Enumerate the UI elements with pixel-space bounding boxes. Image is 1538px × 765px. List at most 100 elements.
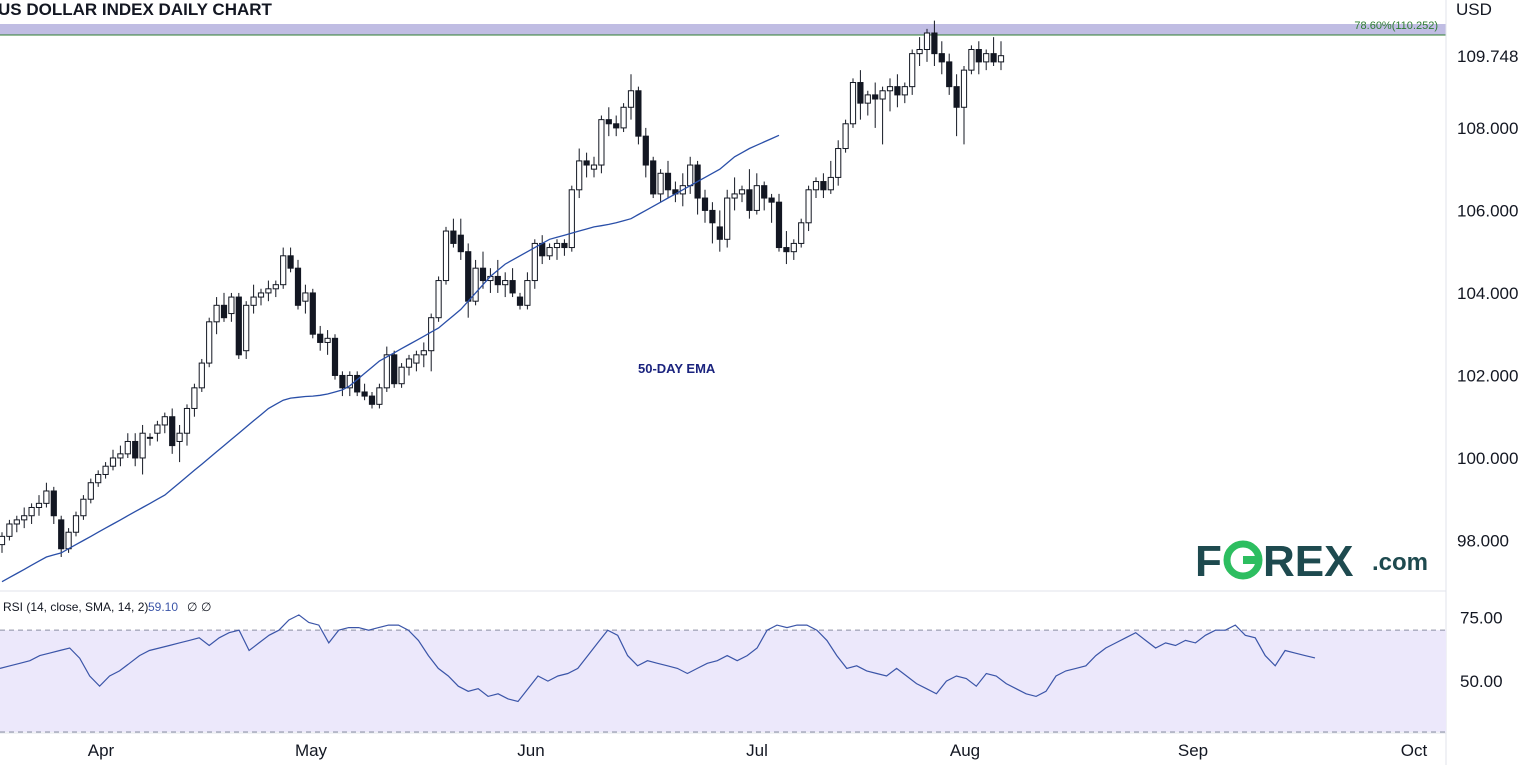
candle: [798, 218, 805, 248]
candle-body: [87, 482, 94, 500]
candle-body: [324, 337, 331, 343]
candle: [243, 301, 250, 359]
candle: [894, 74, 901, 108]
candle: [435, 276, 442, 322]
candle-body: [642, 135, 649, 166]
candle-body: [864, 94, 871, 104]
candle-body: [790, 242, 797, 253]
candle: [916, 37, 923, 67]
candle: [139, 424, 146, 475]
candle-body: [161, 416, 168, 426]
candle: [50, 486, 57, 524]
price-tick-label: 98.000: [1457, 531, 1509, 550]
candle: [775, 193, 783, 252]
candle-body: [235, 296, 242, 356]
candle: [13, 515, 20, 533]
candle-body: [139, 432, 146, 459]
candle-body: [198, 362, 205, 389]
candle: [354, 371, 361, 397]
candle-body: [886, 86, 894, 92]
candle: [509, 268, 516, 298]
candle-body: [213, 304, 220, 323]
candle-body: [605, 119, 612, 125]
candle: [820, 173, 827, 199]
candle-body: [339, 374, 346, 389]
candle-body: [420, 350, 427, 356]
candle: [539, 235, 546, 265]
candle-body: [35, 502, 43, 508]
candle-body: [95, 473, 102, 484]
candle-body: [50, 490, 57, 517]
forex-logo: F REX .com: [1195, 537, 1428, 586]
candle: [886, 78, 894, 112]
candle: [694, 160, 701, 215]
candle: [812, 177, 820, 199]
price-tick-label: 106.000: [1457, 201, 1518, 220]
current-price-label: 109.748: [1457, 47, 1518, 66]
candle-body: [842, 123, 849, 150]
candle: [790, 239, 797, 260]
candle: [280, 247, 287, 289]
candle: [58, 515, 65, 557]
candle: [442, 226, 450, 285]
candle-body: [968, 49, 975, 71]
ema-line: [1, 134, 780, 583]
price-axis-ticks: 98.000 100.000 102.000 104.000 106.000 108.00…: [1457, 47, 1518, 551]
candle: [953, 74, 960, 137]
candles-layer: [0, 20, 1005, 557]
candle: [0, 532, 6, 553]
candle: [842, 119, 849, 153]
rsi-band: [0, 630, 1446, 732]
candle-body: [272, 284, 279, 290]
candle: [450, 218, 457, 248]
candle: [420, 342, 427, 368]
candle-body: [287, 255, 294, 269]
candle: [87, 478, 94, 504]
candle: [457, 218, 464, 260]
candle: [95, 470, 102, 487]
candle-body: [354, 374, 361, 393]
currency-label: USD: [1456, 0, 1492, 19]
rsi-tick-label: 75.00: [1460, 608, 1503, 627]
candle: [146, 433, 154, 446]
candle-body: [250, 296, 257, 306]
candle-body: [361, 391, 368, 397]
candle-body: [724, 197, 731, 240]
candle-body: [442, 230, 450, 282]
candle-body: [58, 519, 65, 550]
candle: [361, 383, 368, 401]
chart-title: US DOLLAR INDEX DAILY CHART: [0, 0, 273, 19]
candle: [35, 495, 43, 516]
candle: [72, 511, 80, 537]
candle-body: [65, 531, 72, 550]
candle: [487, 268, 494, 293]
candle-body: [768, 197, 775, 203]
candle-body: [72, 515, 80, 533]
month-label: May: [295, 741, 328, 760]
candle: [672, 181, 679, 203]
candle-body: [635, 90, 642, 137]
candle-body: [568, 189, 575, 249]
candle-body: [502, 280, 509, 286]
price-tick-label: 102.000: [1457, 366, 1518, 385]
candle: [502, 272, 509, 298]
candle: [428, 313, 435, 372]
candle-body: [13, 519, 20, 525]
candle: [294, 259, 302, 310]
candle-body: [102, 465, 109, 475]
candle-body: [613, 123, 620, 129]
rsi-extra-1: ∅: [187, 600, 197, 614]
candle: [169, 408, 176, 454]
candle: [228, 292, 235, 322]
candle-body: [0, 535, 6, 546]
candle-body: [761, 185, 768, 199]
candle: [183, 404, 191, 446]
candle-body: [146, 436, 154, 439]
candle-body: [516, 296, 524, 306]
candle: [946, 53, 953, 95]
candle-body: [546, 247, 553, 257]
candle-body: [154, 424, 161, 434]
candle: [731, 177, 738, 211]
candle-body: [805, 189, 812, 224]
candle: [309, 288, 316, 339]
